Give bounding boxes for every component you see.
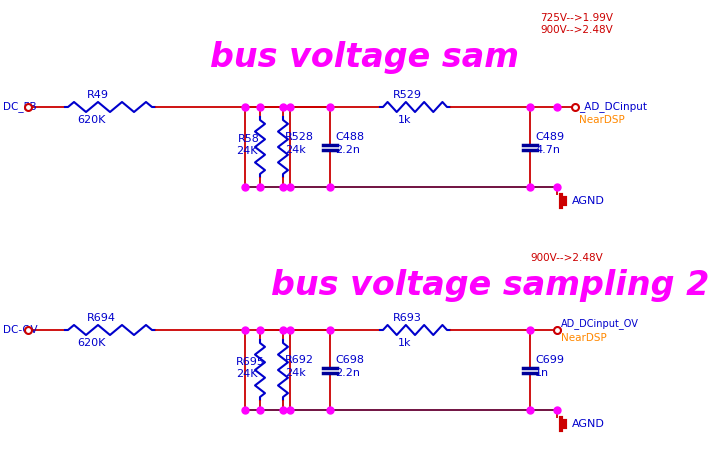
Text: 2.2n: 2.2n xyxy=(335,145,360,155)
Text: R528: R528 xyxy=(285,132,314,142)
Text: R693: R693 xyxy=(393,313,422,323)
Text: 620K: 620K xyxy=(77,338,106,348)
Text: 24K: 24K xyxy=(236,146,257,156)
Text: 24k: 24k xyxy=(285,368,306,378)
Text: NearDSP: NearDSP xyxy=(561,333,607,343)
Text: R695: R695 xyxy=(236,357,265,367)
Text: AGND: AGND xyxy=(572,419,605,429)
Text: 1n: 1n xyxy=(535,368,549,378)
Text: 24K: 24K xyxy=(236,369,257,379)
Text: bus voltage sam: bus voltage sam xyxy=(210,41,520,75)
Text: 900V-->2.48V: 900V-->2.48V xyxy=(530,253,603,263)
Text: C699: C699 xyxy=(535,355,564,365)
Text: R529: R529 xyxy=(393,90,422,100)
Text: R49: R49 xyxy=(87,90,109,100)
Text: 2.2n: 2.2n xyxy=(335,368,360,378)
Text: 620K: 620K xyxy=(77,115,106,125)
Text: _AD_DCinput: _AD_DCinput xyxy=(579,102,647,113)
Text: R58: R58 xyxy=(238,134,260,144)
Text: 1k: 1k xyxy=(398,338,411,348)
Text: 900V-->2.48V: 900V-->2.48V xyxy=(540,25,613,35)
Text: 1k: 1k xyxy=(398,115,411,125)
Text: C698: C698 xyxy=(335,355,364,365)
Text: C489: C489 xyxy=(535,132,564,142)
Text: AD_DCinput_OV: AD_DCinput_OV xyxy=(561,319,639,330)
Text: R692: R692 xyxy=(285,355,314,365)
Text: DC_FB: DC_FB xyxy=(3,102,37,113)
Text: 725V-->1.99V: 725V-->1.99V xyxy=(540,13,613,23)
Text: C488: C488 xyxy=(335,132,364,142)
Text: NearDSP: NearDSP xyxy=(579,115,625,125)
Text: DC-OV: DC-OV xyxy=(3,325,38,335)
Text: bus voltage sampling 2: bus voltage sampling 2 xyxy=(271,268,709,302)
Text: 4.7n: 4.7n xyxy=(535,145,560,155)
Text: 24k: 24k xyxy=(285,145,306,155)
Text: R694: R694 xyxy=(87,313,116,323)
Text: AGND: AGND xyxy=(572,196,605,206)
